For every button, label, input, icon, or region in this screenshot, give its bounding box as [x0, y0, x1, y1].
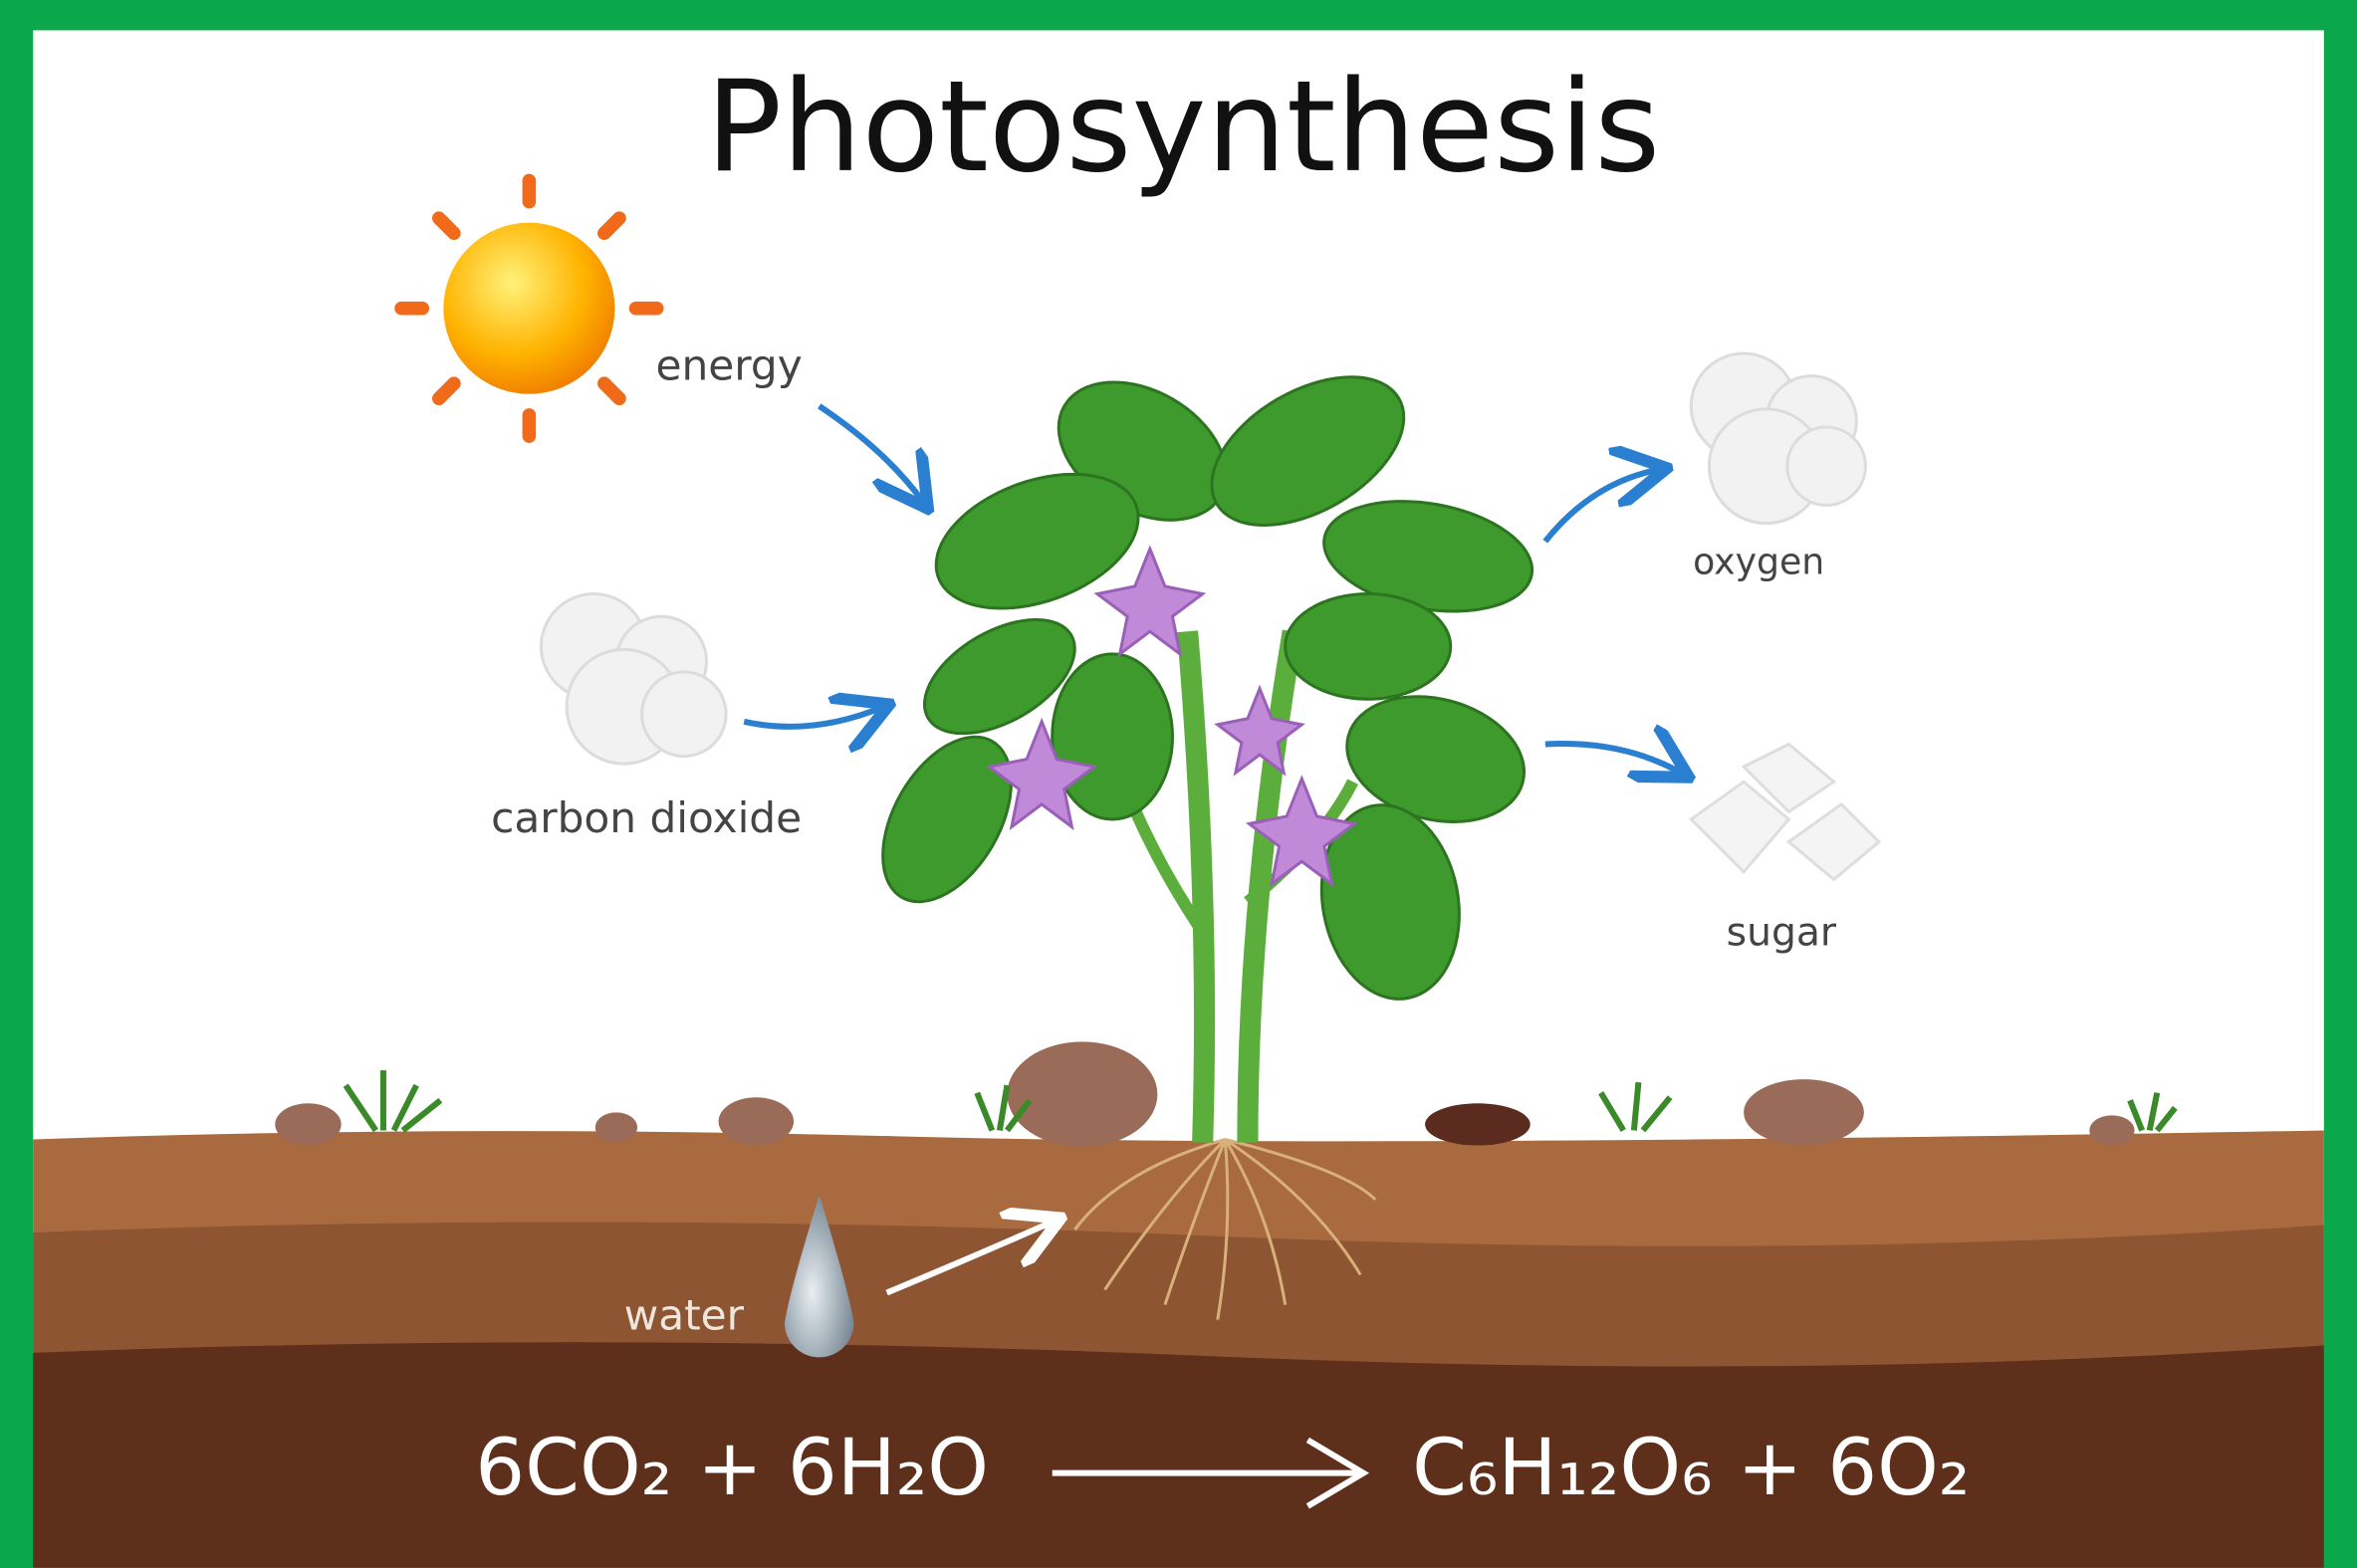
- equation-reactants: 6CO₂ + 6H₂O: [475, 1422, 989, 1513]
- title: Photosynthesis: [706, 53, 1661, 200]
- label-carbon-dioxide: carbon dioxide: [491, 793, 802, 842]
- label-oxygen: oxygen: [1693, 540, 1824, 582]
- label-water: water: [624, 1291, 745, 1340]
- diagram: Photosynthesis energy carbon dioxide oxy…: [0, 0, 2357, 1568]
- equation-products: C₆H₁₂O₆ + 6O₂: [1412, 1422, 1970, 1513]
- page: Photosynthesis energy carbon dioxide oxy…: [0, 0, 2357, 1568]
- label-sugar: sugar: [1727, 911, 1837, 956]
- label-energy: energy: [656, 341, 803, 390]
- deepsoil: [33, 1342, 2324, 1567]
